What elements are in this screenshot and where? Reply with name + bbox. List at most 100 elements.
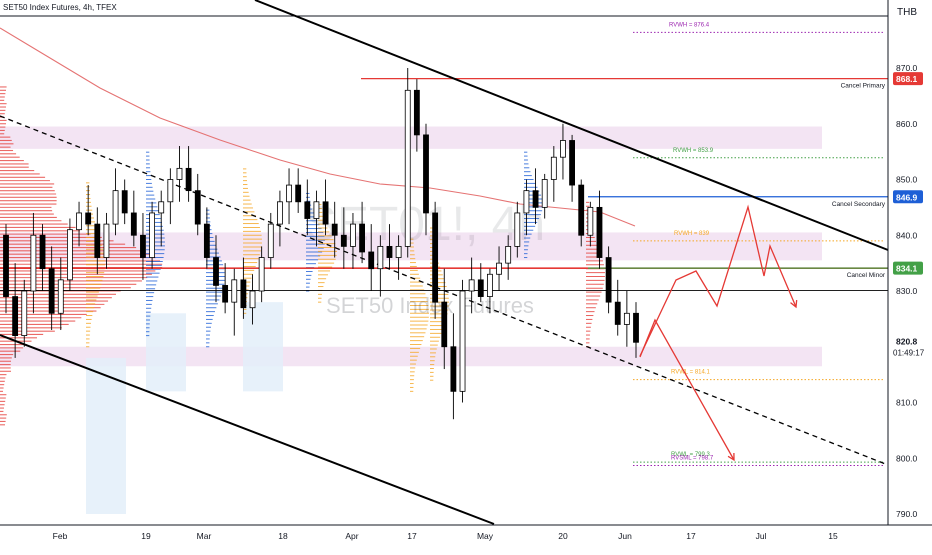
bar-countdown: 01:49:17 [893, 348, 925, 357]
candle-body [532, 190, 539, 208]
candle-body [441, 301, 448, 348]
candle-body [377, 245, 384, 270]
rvw-level-label: RVWH = 839 [674, 231, 710, 237]
candle-body [30, 234, 37, 292]
candle-body [277, 201, 283, 225]
candle-body [203, 223, 210, 258]
candle-body [94, 223, 101, 258]
candle-body [623, 312, 630, 325]
time-axis-tick-label: 19 [141, 531, 151, 541]
cancel-level-label: Cancel Secondary [832, 201, 886, 208]
candle-body [523, 190, 530, 214]
candle-body [395, 245, 402, 258]
price-axis-tick-label: 790.0 [896, 509, 918, 519]
price-axis-tick-label: 800.0 [896, 453, 918, 463]
price-tag [893, 72, 923, 86]
time-axis-tick-label: 15 [828, 531, 838, 541]
candle-body [258, 257, 265, 292]
candle-body [350, 223, 356, 247]
candle-body [432, 212, 439, 303]
cancel-level-label: Cancel Minor [847, 272, 886, 279]
candle-body [222, 285, 229, 303]
candle-body [85, 212, 92, 225]
price-axis-background [888, 0, 932, 550]
candle-body [194, 190, 201, 225]
candle-body [541, 179, 548, 208]
candle-body [295, 184, 302, 203]
session-box [243, 302, 283, 392]
price-axis-tick-label: 860.0 [896, 119, 918, 129]
rvw-level-label: RVWH = 853.9 [673, 148, 714, 154]
price-tag-label: 834.1 [896, 264, 918, 274]
candle-body [267, 223, 274, 258]
forecast-arrowhead [727, 452, 735, 462]
price-tag-label: 846.9 [896, 192, 918, 202]
time-axis-tick-label: 20 [558, 531, 568, 541]
candle-body [386, 245, 393, 258]
candle-body [578, 184, 585, 236]
supply-demand-zone [0, 126, 822, 149]
candle-body [468, 279, 475, 292]
price-axis-tick-label: 810.0 [896, 398, 918, 408]
moving-average-line [0, 27, 636, 227]
forecast-arrowhead [790, 299, 798, 309]
price-tag-label: 868.1 [896, 74, 918, 84]
rvw-level-label: RVWH = 876.4 [669, 22, 710, 28]
candle-body [57, 279, 64, 314]
rvw-level-label: RVSML = 798.7 [671, 455, 714, 461]
cancel-level-label: Cancel Primary [841, 83, 886, 90]
candle-body [459, 290, 466, 392]
candle-body [185, 167, 192, 192]
candle-body [149, 212, 155, 258]
time-axis-tick-label: 17 [686, 531, 696, 541]
supply-demand-zone [0, 232, 822, 261]
candle-body [48, 268, 55, 314]
candle-body [423, 134, 429, 214]
price-axis-tick-label: 870.0 [896, 63, 918, 73]
forecast-path [639, 204, 797, 357]
price-axis-tick-label: 830.0 [896, 286, 918, 296]
price-axis-tick-label: 850.0 [896, 175, 918, 185]
candle-body [76, 212, 82, 231]
candle-body [67, 229, 73, 281]
time-axis-tick-label: Jun [618, 531, 632, 541]
candle-body [39, 234, 46, 270]
candle-body [322, 201, 329, 225]
candle-body [213, 257, 219, 286]
session-box [146, 313, 186, 392]
candle-body [368, 251, 375, 270]
candle-body [514, 212, 521, 247]
candle-body [496, 262, 502, 275]
candle-body [560, 140, 566, 158]
candle-body [413, 89, 420, 136]
time-axis-tick-label: May [477, 531, 494, 541]
candle-body [477, 279, 484, 297]
candle-body [550, 156, 557, 180]
price-axis-tick-label: 840.0 [896, 230, 918, 240]
candle-body [176, 167, 183, 180]
candle-body [112, 190, 119, 225]
candle-body [450, 346, 457, 392]
candle-body [340, 234, 347, 247]
time-axis-tick-label: Jul [756, 531, 767, 541]
candle-body [103, 223, 110, 258]
candle-body [614, 301, 621, 325]
candle-body [487, 273, 493, 297]
candle-body [596, 206, 603, 258]
price-tag [893, 190, 923, 204]
candle-body [313, 201, 320, 219]
time-axis-tick-label: 17 [407, 531, 417, 541]
watermark-name: SET50 Index Futures [326, 293, 534, 318]
candle-body [231, 279, 238, 303]
candle-body [633, 312, 639, 343]
candle-body [12, 296, 19, 337]
candle-body [587, 206, 594, 236]
currency-label[interactable]: THB [897, 7, 917, 18]
time-axis-tick-label: Feb [53, 531, 68, 541]
last-price-label: 820.8 [896, 336, 918, 346]
time-axis-background [0, 525, 932, 550]
time-axis-tick-label: Mar [197, 531, 212, 541]
